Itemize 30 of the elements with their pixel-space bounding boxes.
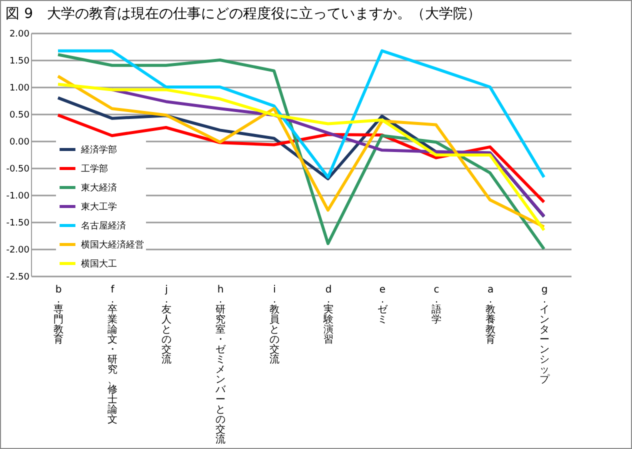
x-tick-label: c．語学 bbox=[432, 284, 442, 326]
x-tick-label: e．ゼミ bbox=[378, 284, 388, 326]
x-tick-label: i．教員との交流 bbox=[270, 284, 280, 366]
line-series bbox=[56, 53, 546, 250]
line-series bbox=[56, 49, 546, 179]
chart-title: 図 9 大学の教育は現在の仕事にどの程度役に立っていますか。（大学院） bbox=[6, 5, 482, 22]
x-tick-label: a．教養教育 bbox=[486, 284, 496, 346]
y-tick-label: -2.50 bbox=[6, 272, 30, 282]
legend-label: 工学部 bbox=[81, 164, 108, 174]
y-tick-label: 2.00 bbox=[9, 30, 30, 40]
x-tick-label: b．専門教育 bbox=[54, 284, 64, 346]
legend-label: 東大経済 bbox=[81, 182, 117, 194]
category-label: f．卒業論文・研究、修士論文 bbox=[108, 284, 118, 426]
y-tick-label: 1.00 bbox=[9, 84, 30, 94]
y-tick-label: -1.00 bbox=[6, 192, 30, 202]
y-tick-label: 1.50 bbox=[9, 56, 30, 66]
y-tick-label: -0.50 bbox=[6, 164, 30, 174]
category-label: g．インターンシップ bbox=[540, 284, 550, 386]
legend-label: 経済学部 bbox=[80, 144, 117, 156]
category-label: h．研究室・ゼミメンバーとの交流 bbox=[216, 284, 226, 446]
x-tick-label: d．実験演習 bbox=[322, 284, 334, 346]
legend-label: 横国大経済経営 bbox=[81, 240, 144, 250]
x-tick-label: j．友人との交流 bbox=[162, 284, 172, 366]
y-tick-label: -2.00 bbox=[6, 246, 30, 256]
legend-label: 東大工学 bbox=[81, 202, 117, 212]
y-tick-label: 0.50 bbox=[9, 110, 30, 120]
legend-label: 横国大工 bbox=[81, 258, 117, 270]
y-tick-label: 0.00 bbox=[9, 138, 30, 148]
legend-label: 名古屋経済 bbox=[81, 220, 126, 232]
y-tick-label: -1.50 bbox=[6, 218, 30, 228]
